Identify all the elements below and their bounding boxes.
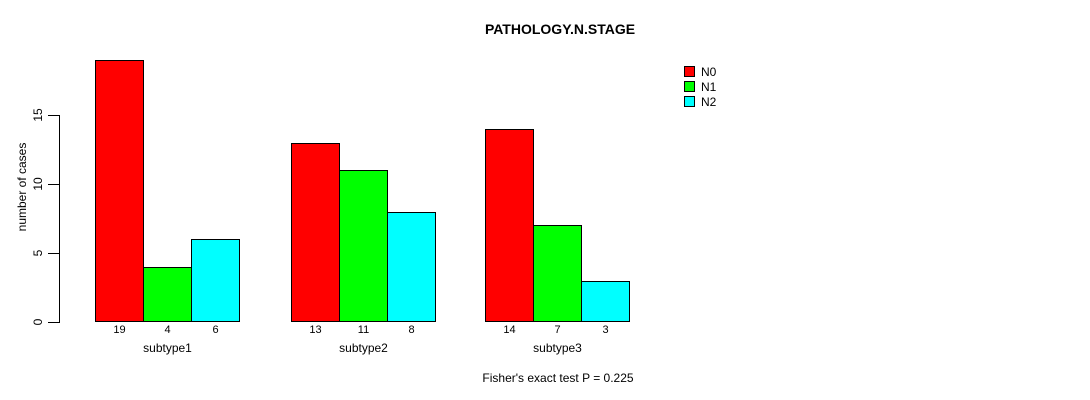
legend-label-n0: N0 [701,64,717,79]
legend-item-n0: N0 [684,64,716,79]
x-category-label-subtype1: subtype1 [143,341,192,355]
bar-value-label-n1-subtype2: 11 [357,324,370,336]
y-tick-5 [48,253,60,254]
bar-n0-subtype1 [95,60,144,322]
legend-item-n1: N1 [684,79,716,94]
y-tick-label-10: 10 [31,177,45,191]
y-tick-label-0: 0 [31,318,45,326]
bar-n0-subtype3 [485,129,534,322]
bar-value-label-n0-subtype3: 14 [503,324,516,336]
y-tick-label-5: 5 [31,249,45,257]
bar-value-label-n2-subtype3: 3 [602,324,609,336]
bar-n2-subtype1 [191,239,240,322]
bar-n1-subtype2 [339,170,388,322]
bar-n0-subtype2 [291,143,340,322]
bar-value-label-n2-subtype1: 6 [212,324,219,336]
bar-n2-subtype3 [581,281,630,322]
bar-n1-subtype1 [143,267,192,322]
y-axis-label: number of cases [15,142,29,232]
legend-item-n2: N2 [684,94,716,109]
bar-n2-subtype2 [387,212,436,322]
bar-value-label-n0-subtype1: 19 [113,324,126,336]
bar-value-label-n2-subtype2: 8 [408,324,415,336]
x-category-label-subtype3: subtype3 [533,341,582,355]
bar-value-label-n1-subtype3: 7 [554,324,561,336]
bar-value-label-n1-subtype1: 4 [164,324,171,336]
legend-label-n2: N2 [701,94,717,109]
y-tick-0 [48,322,60,323]
chart-title: PATHOLOGY.N.STAGE [484,21,636,37]
legend-swatch-n1 [684,81,695,92]
y-tick-label-15: 15 [31,108,45,122]
bar-value-label-n0-subtype2: 13 [309,324,322,336]
legend-swatch-n2 [684,96,695,107]
legend: N0 N1 N2 [684,64,716,109]
bar-n1-subtype3 [533,225,582,322]
y-tick-10 [48,184,60,185]
legend-swatch-n0 [684,66,695,77]
legend-label-n1: N1 [701,79,717,94]
y-axis [59,115,60,323]
fisher-test-annotation: Fisher's exact test P = 0.225 [482,371,634,385]
x-category-label-subtype2: subtype2 [339,341,388,355]
y-tick-15 [48,115,60,116]
